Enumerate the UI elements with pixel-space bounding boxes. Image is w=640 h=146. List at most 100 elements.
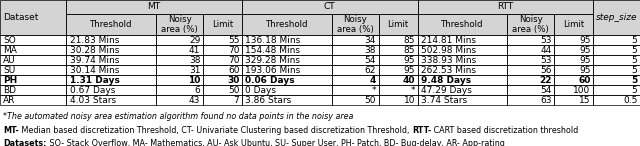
Text: 40: 40 — [403, 76, 415, 85]
Bar — [378, 95, 417, 105]
Text: SU: SU — [3, 66, 15, 75]
Text: 95: 95 — [579, 36, 591, 45]
Bar — [156, 45, 203, 55]
Bar — [508, 95, 554, 105]
Text: *: * — [371, 86, 376, 95]
Text: 1.31 Days: 1.31 Days — [70, 76, 120, 85]
Text: 34: 34 — [365, 36, 376, 45]
Text: 41: 41 — [189, 46, 200, 55]
Text: Dataset: Dataset — [3, 13, 38, 22]
Bar — [67, 35, 156, 45]
Bar — [554, 85, 593, 95]
Text: MT: MT — [148, 2, 161, 11]
Bar — [593, 95, 640, 105]
Text: 95: 95 — [579, 66, 591, 75]
Bar — [417, 85, 508, 95]
Text: Threshold: Threshold — [266, 20, 308, 29]
Bar — [0, 0, 67, 35]
Bar — [242, 55, 332, 65]
Bar — [67, 65, 156, 75]
Text: 95: 95 — [403, 66, 415, 75]
Bar — [0, 75, 67, 85]
Bar — [203, 95, 242, 105]
Bar — [554, 14, 593, 35]
Bar — [417, 35, 508, 45]
Bar — [0, 35, 67, 45]
Bar — [593, 55, 640, 65]
Bar — [417, 14, 508, 35]
Bar — [332, 95, 378, 105]
Bar — [417, 55, 508, 65]
Text: 60: 60 — [578, 76, 591, 85]
Text: 4: 4 — [370, 76, 376, 85]
Text: 30.28 Mins: 30.28 Mins — [70, 46, 119, 55]
Text: 95: 95 — [579, 56, 591, 65]
Bar — [554, 35, 593, 45]
Bar — [378, 75, 417, 85]
Bar — [378, 14, 417, 35]
Bar — [67, 0, 242, 14]
Bar — [508, 45, 554, 55]
Text: 262.53 Mins: 262.53 Mins — [420, 66, 476, 75]
Bar — [554, 14, 593, 35]
Bar — [417, 0, 593, 14]
Text: 10: 10 — [188, 76, 200, 85]
Text: 50: 50 — [364, 96, 376, 105]
Bar — [156, 55, 203, 65]
Bar — [378, 35, 417, 45]
Bar — [593, 0, 640, 35]
Text: 53: 53 — [540, 56, 552, 65]
Bar — [593, 0, 640, 35]
Bar — [378, 85, 417, 95]
Bar — [417, 65, 508, 75]
Bar — [203, 65, 242, 75]
Text: 54: 54 — [540, 86, 552, 95]
Bar — [156, 14, 203, 35]
Bar — [378, 14, 417, 35]
Text: Noisy
area (%): Noisy area (%) — [513, 15, 549, 34]
Text: 338.93 Mins: 338.93 Mins — [420, 56, 476, 65]
Text: 5: 5 — [631, 76, 637, 85]
Text: 5: 5 — [632, 66, 637, 75]
Bar — [203, 14, 242, 35]
Bar — [508, 65, 554, 75]
Bar — [242, 14, 332, 35]
Bar — [156, 95, 203, 105]
Bar — [242, 0, 417, 14]
Text: 0.5: 0.5 — [623, 96, 637, 105]
Text: 53: 53 — [540, 36, 552, 45]
Text: 70: 70 — [228, 46, 239, 55]
Text: AR: AR — [3, 96, 15, 105]
Bar — [67, 45, 156, 55]
Bar — [508, 85, 554, 95]
Text: *The automated noisy area estimation algorithm found no data points in the noisy: *The automated noisy area estimation alg… — [3, 112, 353, 121]
Bar — [0, 55, 67, 65]
Bar — [0, 0, 67, 35]
Text: 30: 30 — [227, 76, 239, 85]
Bar — [67, 85, 156, 95]
Text: AU: AU — [3, 56, 16, 65]
Text: RTT-: RTT- — [412, 126, 431, 134]
Text: 0.67 Days: 0.67 Days — [70, 86, 115, 95]
Bar — [554, 75, 593, 85]
Text: MA: MA — [3, 46, 17, 55]
Text: 95: 95 — [403, 56, 415, 65]
Bar — [554, 45, 593, 55]
Bar — [508, 14, 554, 35]
Text: 55: 55 — [228, 36, 239, 45]
Bar — [332, 45, 378, 55]
Text: 0 Days: 0 Days — [245, 86, 276, 95]
Text: 6: 6 — [195, 86, 200, 95]
Bar — [203, 55, 242, 65]
Bar — [203, 85, 242, 95]
Text: 43: 43 — [189, 96, 200, 105]
Bar — [417, 75, 508, 85]
Text: Limit: Limit — [563, 20, 584, 29]
Text: 31: 31 — [189, 66, 200, 75]
Bar — [203, 45, 242, 55]
Text: 29: 29 — [189, 36, 200, 45]
Text: 56: 56 — [540, 66, 552, 75]
Text: CT: CT — [324, 2, 335, 11]
Bar — [593, 65, 640, 75]
Text: 50: 50 — [228, 86, 239, 95]
